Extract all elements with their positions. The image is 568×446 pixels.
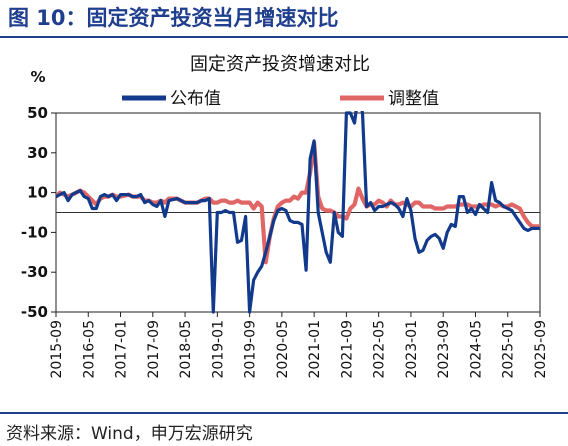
source-rule: [0, 412, 568, 414]
x-tick-label: 2019-09: [243, 320, 259, 379]
x-tick-label: 2021-01: [307, 320, 323, 379]
y-tick-label: -10: [21, 223, 48, 241]
y-axis-unit: %: [30, 68, 45, 86]
x-tick-label: 2025-09: [533, 320, 549, 379]
y-tick-label: 30: [27, 144, 48, 162]
chart: 固定资产投资增速对比 % 公布值 调整值 50 30 10 -10 -30 -502015…: [21, 54, 549, 379]
y-tick-label: -30: [21, 263, 48, 281]
x-tick-label: 2023-09: [436, 320, 452, 379]
y-tick-label: -50: [21, 303, 48, 321]
x-tick-label: 2022-05: [372, 320, 388, 379]
x-tick-label: 2019-01: [210, 320, 226, 379]
x-tick-label: 2023-01: [404, 320, 420, 379]
x-tick-label: 2021-09: [339, 320, 355, 379]
chart-title: 固定资产投资增速对比: [190, 54, 370, 75]
y-tick-label: 10: [27, 184, 48, 202]
legend-label-published: 公布值: [170, 89, 221, 109]
x-tick-label: 2020-05: [275, 320, 291, 379]
x-tick-label: 2017-09: [146, 320, 162, 379]
series-line-published: [56, 111, 540, 314]
series-lines: [56, 111, 540, 314]
x-tick-label: 2016-05: [81, 320, 97, 379]
x-tick-label: 2017-01: [114, 320, 130, 379]
x-tick-label: 2024-05: [468, 320, 484, 379]
legend-label-adjusted: 调整值: [388, 89, 439, 109]
x-tick-label: 2018-05: [178, 320, 194, 379]
x-tick-label: 2015-09: [49, 320, 65, 379]
y-tick-label: 50: [27, 104, 48, 122]
legend: 公布值 调整值: [122, 89, 439, 109]
source-note: 资料来源：Wind，申万宏源研究: [6, 424, 253, 444]
title-rule: [0, 36, 568, 38]
figure-title: 图 10：固定资产投资当月增速对比: [8, 6, 339, 30]
x-tick-label: 2025-01: [501, 320, 517, 379]
series-line-adjusted: [56, 140, 540, 265]
